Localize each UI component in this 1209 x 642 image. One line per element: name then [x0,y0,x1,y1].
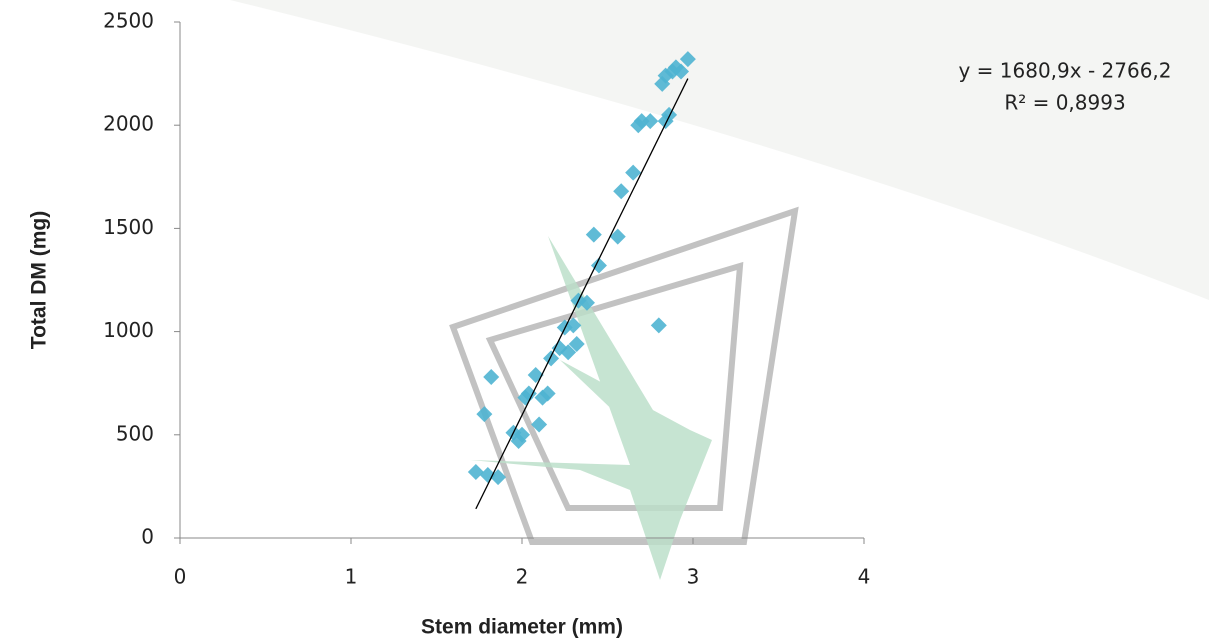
point [613,183,629,199]
watermark [230,0,1209,580]
x-tick-label: 3 [687,565,700,589]
trend-equation: y = 1680,9x - 2766,2 [958,59,1171,83]
x-tick-label: 2 [516,565,529,589]
y-tick-label: 2000 [103,112,154,136]
x-axis-title: Stem diameter (mm) [421,616,623,639]
x-tick-label: 0 [174,565,187,589]
y-tick-label: 500 [116,421,154,445]
point [468,464,484,480]
chart: 0500100015002000250001234 Total DM (mg) … [0,0,1209,642]
x-tick-label: 4 [858,565,871,589]
point [651,317,667,333]
y-tick-label: 1500 [103,215,154,239]
y-tick-label: 2500 [103,9,154,33]
point [586,227,602,243]
x-tick-label: 1 [345,565,358,589]
trend-r2: R² = 0,8993 [1004,91,1125,115]
y-axis-title: Total DM (mg) [28,211,51,349]
y-tick-label: 0 [141,525,154,549]
point [483,369,499,385]
y-tick-label: 1000 [103,318,154,342]
